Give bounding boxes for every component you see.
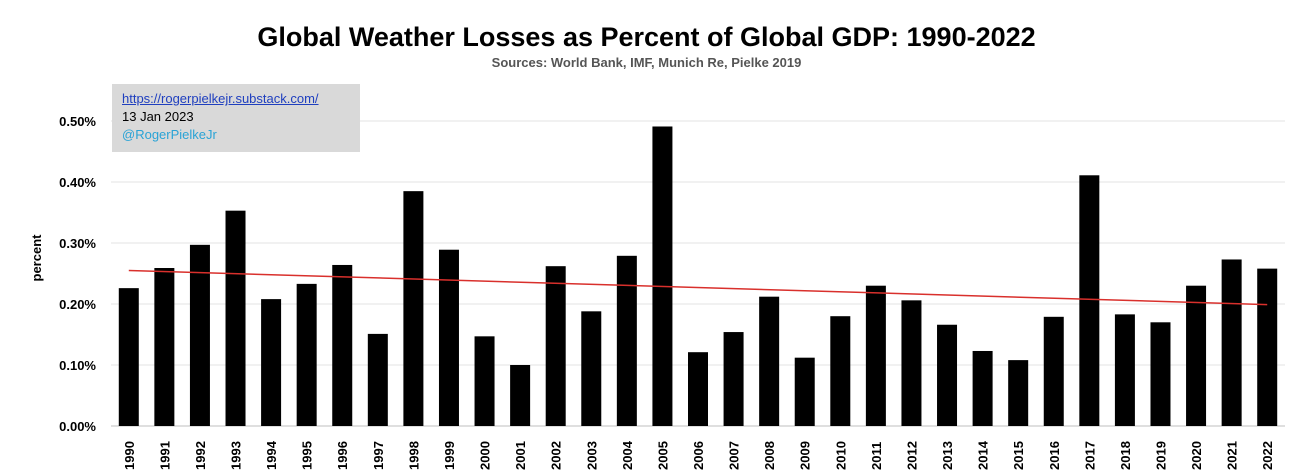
x-tick-label-1991: 1991 [157,441,172,470]
bars [118,126,1278,427]
bar-1997 [367,333,388,426]
bar-1995 [296,283,317,426]
x-tick-label-2012: 2012 [904,441,919,470]
trend-line [128,269,1268,306]
bar-2013 [937,324,958,426]
x-tick-label-2006: 2006 [691,441,706,470]
x-tick-label-2000: 2000 [478,441,493,470]
bar-2015 [1008,360,1029,426]
x-axis-ticks: 1990 1991 1992 1993 1994 1995 1996 1997 1998 1999… [122,440,1275,470]
x-tick-label-2009: 2009 [798,441,813,470]
x-tick-label-1996: 1996 [335,441,350,470]
bar-1992 [189,244,210,426]
bar-2020 [1186,285,1207,426]
x-tick-label-1998: 1998 [406,441,421,470]
bar-1996 [332,264,353,426]
bar-2021 [1221,259,1242,426]
bar-1998 [403,191,424,426]
y-tick-label: 0.30% [59,236,96,251]
bar-2012 [901,300,922,426]
x-tick-label-1999: 1999 [442,441,457,470]
y-tick-label: 0.20% [59,297,96,312]
bar-2001 [510,365,531,426]
bar-2007 [723,332,744,426]
bar-2005 [652,126,673,427]
x-tick-label-2008: 2008 [762,441,777,470]
x-tick-label-2007: 2007 [727,441,742,470]
x-tick-label-2004: 2004 [620,440,635,470]
trend-line-group [128,269,1268,306]
x-tick-label-2016: 2016 [1047,441,1062,470]
x-tick-label-1990: 1990 [122,441,137,470]
y-tick-label: 0.40% [59,175,96,190]
x-tick-label-1997: 1997 [371,441,386,470]
y-tick-label: 0.50% [59,114,96,129]
x-tick-label-1995: 1995 [300,441,315,470]
x-tick-label-1994: 1994 [264,440,279,470]
x-tick-label-1993: 1993 [229,441,244,470]
twitter-handle[interactable]: @RogerPielkeJr [122,127,217,142]
bar-1993 [225,210,246,426]
bar-1999 [438,249,459,426]
bar-2018 [1114,314,1135,426]
x-tick-label-2002: 2002 [549,441,564,470]
bar-2009 [794,357,815,426]
x-tick-label-2015: 2015 [1011,441,1026,470]
x-tick-label-2005: 2005 [655,441,670,470]
x-tick-label-2019: 2019 [1153,441,1168,470]
x-tick-label-2013: 2013 [940,441,955,470]
x-tick-label-2021: 2021 [1225,441,1240,470]
bar-1991 [154,268,175,426]
bar-2022 [1257,268,1278,426]
bar-2008 [759,296,780,426]
y-tick-label: 0.00% [59,419,96,434]
x-tick-label-2003: 2003 [584,441,599,470]
x-tick-label-2014: 2014 [976,440,991,470]
x-tick-label-1992: 1992 [193,441,208,470]
chart-subtitle: Sources: World Bank, IMF, Munich Re, Pie… [491,55,802,70]
source-info-box: https://rogerpielkejr.substack.com/ 13 J… [112,84,360,152]
x-tick-label-2011: 2011 [869,442,884,470]
x-tick-label-2001: 2001 [513,441,528,470]
x-tick-label-2022: 2022 [1260,441,1275,470]
bar-2006 [688,352,708,426]
substack-link[interactable]: https://rogerpielkejr.substack.com/ [122,91,319,106]
bar-2000 [474,336,495,426]
chart-title: Global Weather Losses as Percent of Glob… [257,22,1036,52]
info-date: 13 Jan 2023 [122,109,194,124]
x-tick-label-2010: 2010 [833,441,848,470]
bar-2003 [581,311,602,426]
y-axis-label: percent [29,234,44,282]
bar-2004 [616,255,637,426]
bar-2002 [545,266,566,426]
bar-2010 [830,316,851,426]
bar-1994 [261,299,282,426]
bar-2011 [865,285,886,426]
x-tick-label-2017: 2017 [1082,441,1097,470]
bar-2017 [1079,175,1100,426]
bar-2014 [972,350,993,426]
bar-1990 [118,288,139,426]
y-axis-ticks: 0.00% 0.10% 0.20% 0.30% 0.40% 0.50% [59,114,96,434]
x-tick-label-2020: 2020 [1189,441,1204,470]
y-tick-label: 0.10% [59,358,96,373]
bar-2019 [1150,322,1171,426]
bar-2016 [1043,316,1064,426]
x-tick-label-2018: 2018 [1118,441,1133,470]
